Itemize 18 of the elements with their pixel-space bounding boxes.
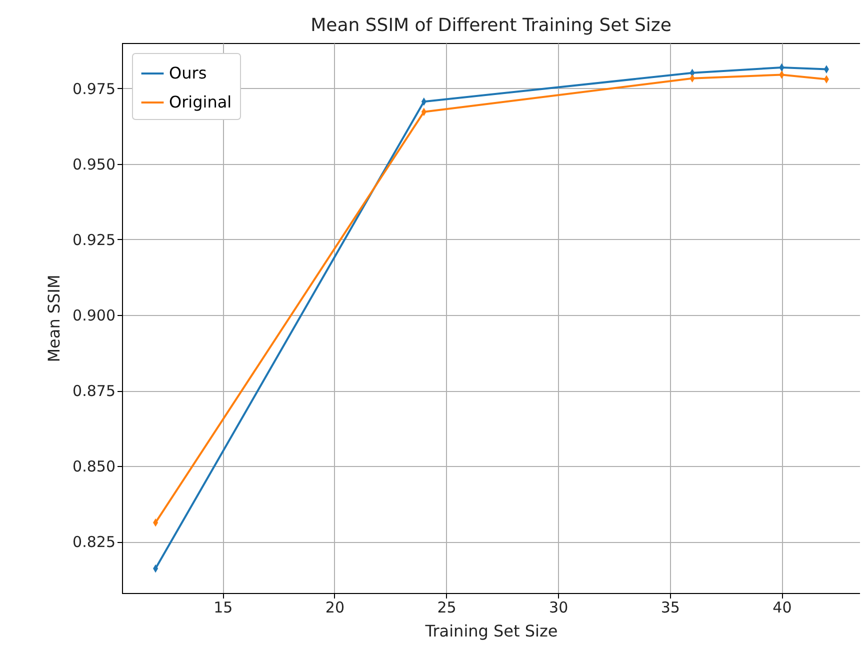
- chart-title: Mean SSIM of Different Training Set Size: [310, 15, 672, 36]
- x-tick-label: 35: [660, 598, 680, 616]
- y-tick-label: 0.925: [72, 230, 116, 249]
- y-tick-label: 0.950: [72, 155, 116, 174]
- y-axis-title: Mean SSIM: [44, 274, 64, 362]
- y-tick-label: 0.850: [72, 458, 116, 476]
- legend-label: Ours: [169, 64, 207, 82]
- x-tick-label: 30: [549, 598, 568, 616]
- y-tick-label: 0.900: [72, 306, 116, 324]
- x-tick-label: 25: [437, 598, 456, 616]
- x-tick-label: 15: [214, 598, 233, 616]
- x-axis-title: Training Set Size: [424, 622, 558, 640]
- y-tick-label: 0.975: [72, 80, 116, 98]
- x-tick-label: 20: [325, 598, 344, 616]
- legend-label: Original: [169, 92, 232, 112]
- y-tick-label: 0.825: [72, 533, 116, 552]
- x-tick-label: 40: [772, 598, 792, 616]
- y-tick-label: 0.875: [72, 382, 116, 400]
